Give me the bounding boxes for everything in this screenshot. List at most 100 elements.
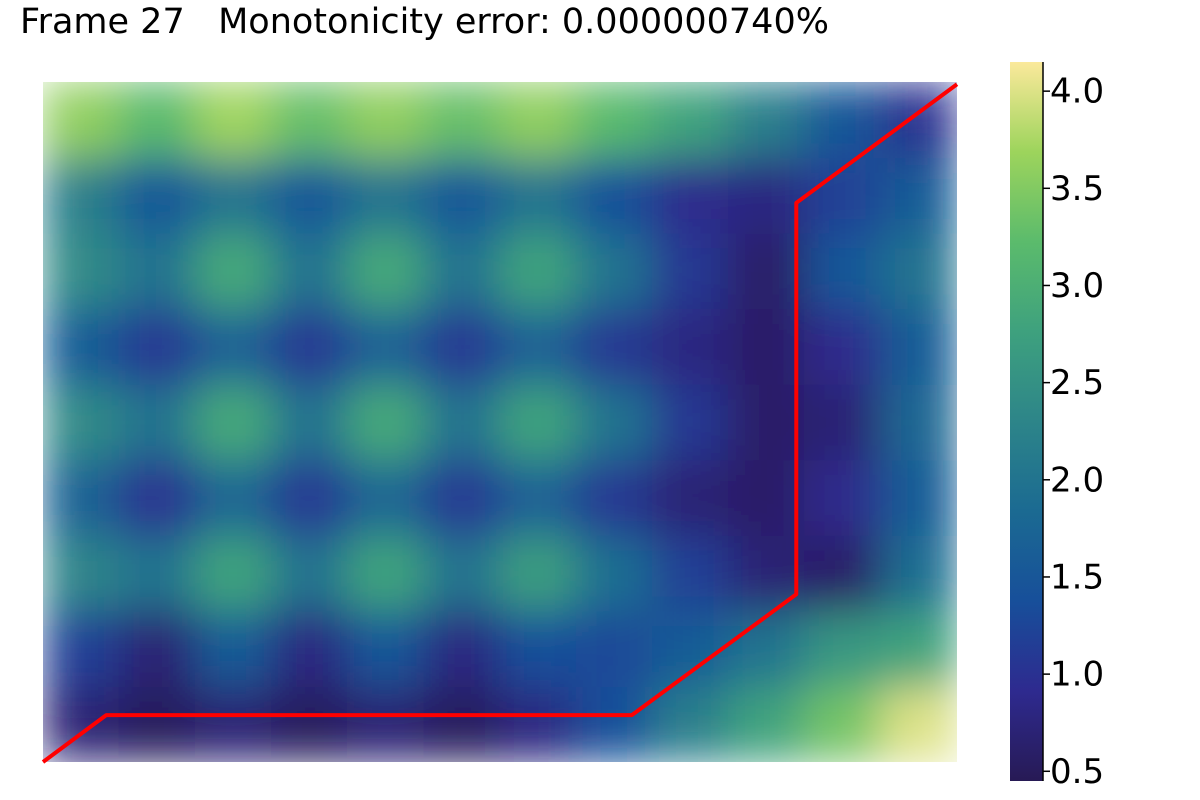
heatmap-cell — [271, 610, 349, 687]
heatmap-cell — [271, 308, 349, 385]
colorbar-tick-label: 1.0 — [1050, 655, 1104, 695]
heatmap-cell — [194, 308, 272, 385]
heatmap-cell — [118, 308, 196, 385]
heatmap-cell — [43, 459, 120, 536]
heatmap-cell — [499, 157, 577, 234]
heatmap-cell — [804, 685, 882, 762]
heatmap-cell — [575, 157, 653, 234]
heatmap-cell — [728, 232, 806, 310]
heatmap-cell — [499, 308, 577, 385]
heatmap-cell — [118, 610, 196, 687]
heatmap-cell — [499, 685, 577, 762]
heatmap-cell — [575, 383, 653, 461]
heatmap-cell — [423, 610, 501, 687]
path-line — [41, 82, 959, 764]
heatmap-cell — [194, 685, 272, 762]
heatmap-cell — [347, 534, 425, 612]
heatmap-cell — [728, 383, 806, 461]
heatmap-cell — [271, 383, 349, 461]
heatmap-cell — [880, 308, 957, 385]
heatmap-cell — [347, 157, 425, 234]
heatmap-cell — [423, 232, 501, 310]
heatmap-cell — [575, 82, 653, 159]
heatmap-cell — [118, 82, 196, 159]
heatmap-cell — [575, 534, 653, 612]
heatmap-cell — [728, 82, 806, 159]
heatmap-cell — [347, 459, 425, 536]
heatmap-cell — [271, 685, 349, 762]
colorbar-tick-label: 1.5 — [1050, 557, 1104, 597]
heatmap-cells — [43, 82, 957, 762]
chart-title: Frame 27 Monotonicity error: 0.000000740… — [20, 2, 829, 42]
heatmap-cell — [347, 685, 425, 762]
heatmap-cell — [499, 610, 577, 687]
heatmap-cell — [118, 685, 196, 762]
colorbar-tick-label: 4.0 — [1050, 72, 1104, 112]
heatmap-cell — [651, 157, 729, 234]
heatmap-cell — [651, 534, 729, 612]
heatmap-cell — [118, 232, 196, 310]
heatmap-cell — [43, 82, 120, 159]
heatmap-cell — [804, 534, 882, 612]
heatmap-cell — [651, 610, 729, 687]
heatmap-cell — [728, 157, 806, 234]
colorbar-tick-label: 0.5 — [1050, 752, 1104, 792]
heatmap-cell — [880, 232, 957, 310]
heatmap-cell — [499, 534, 577, 612]
heatmap-cell — [575, 459, 653, 536]
heatmap-cell — [118, 157, 196, 234]
heatmap-cell — [43, 534, 120, 612]
heatmap-cell — [880, 685, 957, 762]
heatmap-cell — [43, 232, 120, 310]
heatmap-cell — [271, 82, 349, 159]
heatmap-cell — [423, 383, 501, 461]
heatmap-cell — [347, 610, 425, 687]
heatmap-cell — [194, 610, 272, 687]
heatmap-cell — [499, 82, 577, 159]
heatmap-cell — [347, 82, 425, 159]
heatmap-cell — [347, 308, 425, 385]
heatmap-cell — [194, 383, 272, 461]
heatmap-cell — [651, 459, 729, 536]
heatmap-cell — [43, 685, 120, 762]
heatmap-cell — [880, 157, 957, 234]
colorbar-tick-label: 3.0 — [1050, 266, 1104, 306]
heatmap-cell — [804, 232, 882, 310]
heatmap-cell — [118, 534, 196, 612]
heatmap-cell — [575, 308, 653, 385]
heatmap-cell — [651, 685, 729, 762]
heatmap-cell — [43, 383, 120, 461]
heatmap-cell — [43, 157, 120, 234]
heatmap-cell — [271, 157, 349, 234]
heatmap-cell — [423, 534, 501, 612]
heatmap — [43, 82, 957, 762]
heatmap-cell — [804, 610, 882, 687]
heatmap-cell — [194, 232, 272, 310]
heatmap-cell — [575, 685, 653, 762]
heatmap-cell — [804, 82, 882, 159]
heatmap-cell — [499, 232, 577, 310]
heatmap-cell — [575, 232, 653, 310]
heatmap-cell — [728, 610, 806, 687]
heatmap-cell — [347, 383, 425, 461]
heatmap-cell — [728, 685, 806, 762]
heatmap-cell — [194, 82, 272, 159]
heatmap-cell — [728, 308, 806, 385]
colorbar-tick-label: 2.0 — [1050, 460, 1104, 500]
heatmap-cell — [118, 459, 196, 536]
heatmap-cell — [880, 383, 957, 461]
heatmap-cell — [423, 82, 501, 159]
heatmap-cell — [423, 157, 501, 234]
heatmap-cell — [880, 459, 957, 536]
heatmap-cell — [880, 610, 957, 687]
colorbar-tick-label: 3.5 — [1050, 169, 1104, 209]
heatmap-cell — [423, 685, 501, 762]
heatmap-cell — [651, 82, 729, 159]
heatmap-cell — [804, 383, 882, 461]
heatmap-cell — [499, 459, 577, 536]
heatmap-cell — [651, 308, 729, 385]
heatmap-cell — [499, 383, 577, 461]
heatmap-cell — [271, 534, 349, 612]
heatmap-cell — [804, 308, 882, 385]
